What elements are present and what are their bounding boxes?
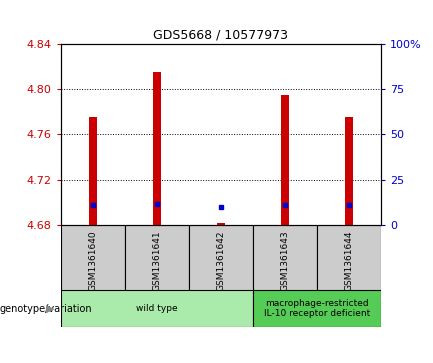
Bar: [153, 72, 161, 225]
Text: GSM1361644: GSM1361644: [345, 230, 353, 291]
Bar: [345, 117, 353, 225]
Title: GDS5668 / 10577973: GDS5668 / 10577973: [153, 28, 288, 41]
Text: wild type: wild type: [136, 304, 178, 313]
Text: ▶: ▶: [45, 303, 54, 314]
Text: GSM1361641: GSM1361641: [152, 230, 161, 291]
Bar: [253, 290, 381, 327]
Bar: [217, 223, 225, 225]
Text: genotype/variation: genotype/variation: [0, 303, 93, 314]
Bar: [125, 225, 189, 290]
Text: macrophage-restricted
IL-10 receptor deficient: macrophage-restricted IL-10 receptor def…: [264, 299, 370, 318]
Bar: [61, 225, 125, 290]
Text: GSM1361643: GSM1361643: [281, 230, 289, 291]
Bar: [89, 117, 97, 225]
Bar: [253, 225, 317, 290]
Bar: [317, 225, 381, 290]
Bar: [61, 290, 253, 327]
Text: GSM1361642: GSM1361642: [216, 230, 225, 291]
Bar: [189, 225, 253, 290]
Bar: [281, 95, 289, 225]
Text: GSM1361640: GSM1361640: [88, 230, 97, 291]
